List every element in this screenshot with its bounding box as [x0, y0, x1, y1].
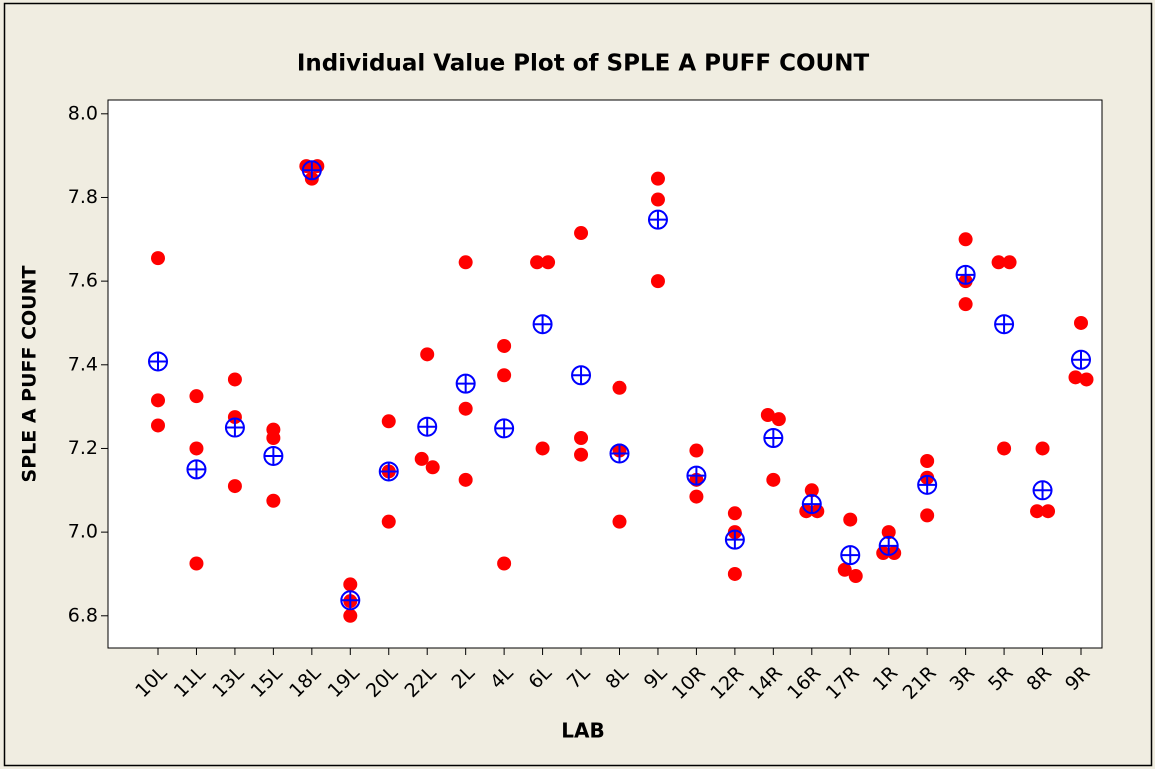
data-point: [727, 566, 742, 581]
y-axis-label: SPLE A PUFF COUNT: [19, 265, 41, 482]
data-point: [541, 255, 556, 270]
data-point: [458, 401, 473, 416]
data-point: [189, 389, 204, 404]
mean-symbol: [532, 314, 553, 335]
x-axis-label: LAB: [561, 719, 604, 743]
data-point: [650, 192, 665, 207]
data-point: [420, 347, 435, 362]
mean-symbol: [378, 461, 399, 482]
mean-symbol: [148, 351, 168, 372]
data-point: [381, 414, 396, 429]
mean-symbol: [955, 264, 976, 285]
mean-symbol: [724, 529, 745, 550]
data-point: [574, 226, 589, 241]
mean-symbol: [647, 209, 668, 230]
data-point: [227, 372, 242, 387]
data-point: [1030, 504, 1045, 519]
data-point: [151, 418, 165, 433]
mean-symbol: [417, 416, 438, 437]
y-tick-label: 7.4: [68, 353, 98, 375]
data-point: [227, 479, 242, 494]
data-point: [997, 441, 1012, 456]
data-point: [1068, 370, 1083, 385]
data-point: [843, 512, 858, 527]
data-point: [381, 514, 396, 529]
data-point: [766, 472, 781, 487]
data-point: [574, 447, 589, 462]
data-point: [1074, 315, 1088, 330]
mean-symbol: [1071, 349, 1091, 370]
plot-area: [107, 99, 1103, 649]
mean-symbol: [301, 160, 322, 181]
data-point: [650, 274, 665, 289]
data-point: [535, 441, 550, 456]
data-point: [958, 232, 973, 247]
y-tick-label: 7.6: [68, 270, 98, 292]
data-point: [689, 489, 704, 504]
mean-symbol: [1032, 480, 1053, 501]
data-point: [574, 431, 589, 446]
data-point: [920, 454, 935, 469]
data-point: [266, 493, 281, 508]
y-tick-label: 6.8: [68, 604, 98, 626]
data-point: [497, 556, 512, 571]
mean-symbol: [801, 494, 822, 515]
data-point: [497, 338, 512, 353]
data-point: [497, 368, 512, 383]
mean-symbol: [494, 418, 515, 439]
data-point: [266, 431, 281, 446]
y-tick-label: 7.2: [68, 437, 98, 459]
mean-symbol: [609, 443, 630, 464]
mean-symbol: [994, 314, 1015, 335]
data-point: [458, 255, 473, 270]
chart-title: Individual Value Plot of SPLE A PUFF COU…: [297, 51, 870, 77]
y-tick-label: 7.8: [68, 186, 98, 208]
data-point: [920, 508, 935, 523]
data-point: [760, 407, 775, 422]
mean-symbol: [455, 373, 476, 394]
data-point: [343, 608, 358, 623]
mean-symbol: [917, 474, 938, 495]
mean-symbol: [571, 365, 592, 386]
data-point: [1079, 372, 1094, 387]
data-point: [1035, 441, 1050, 456]
y-tick-label: 8.0: [68, 102, 98, 124]
data-point: [804, 483, 819, 498]
data-point: [189, 556, 204, 571]
mean-symbol: [340, 590, 361, 611]
data-point: [771, 412, 786, 427]
mean-symbol: [686, 465, 707, 486]
data-point: [689, 443, 704, 458]
mean-symbol: [263, 445, 284, 466]
data-point: [458, 472, 473, 487]
data-point: [1041, 504, 1056, 519]
y-tick-label: 7.0: [68, 521, 98, 543]
mean-symbol: [840, 545, 861, 566]
data-point: [650, 171, 665, 186]
data-point: [151, 251, 165, 266]
data-point: [425, 460, 440, 475]
mean-symbol: [224, 417, 245, 438]
data-point: [1002, 255, 1017, 270]
data-point: [727, 506, 742, 521]
data-point: [848, 569, 863, 584]
data-point: [837, 562, 852, 577]
data-point: [991, 255, 1006, 270]
data-point: [881, 525, 896, 540]
data-point: [343, 577, 358, 592]
frame: [3, 2, 1153, 767]
mean-symbol: [763, 428, 784, 449]
data-point: [227, 410, 242, 425]
data-point: [530, 255, 545, 270]
mean-symbol: [878, 535, 899, 556]
mean-symbol: [186, 459, 207, 480]
data-point: [958, 297, 973, 312]
data-point: [612, 514, 627, 529]
data-point: [414, 451, 429, 466]
data-point: [151, 393, 165, 408]
data-point: [612, 380, 627, 395]
data-point: [189, 441, 204, 456]
